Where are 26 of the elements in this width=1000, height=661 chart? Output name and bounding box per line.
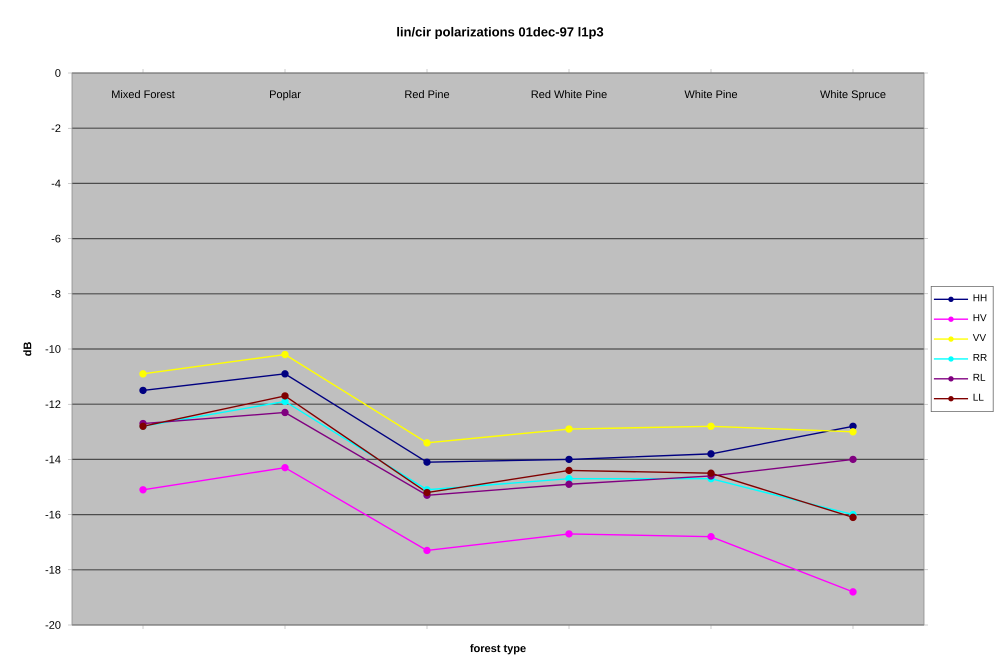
y-tick-label: -6 xyxy=(52,234,60,242)
x-tick-label: White Pine xyxy=(684,90,738,98)
y-tick-label: -10 xyxy=(46,345,60,353)
y-tick-label: -16 xyxy=(46,510,60,518)
y-axis-title: dB xyxy=(23,342,32,356)
y-tick-label: -18 xyxy=(46,566,60,574)
legend-label: RR xyxy=(974,354,987,361)
y-tick-label: -14 xyxy=(46,456,61,464)
y-tick-label: 0 xyxy=(55,69,61,77)
y-tick-label: -12 xyxy=(46,400,60,408)
legend-label: LL xyxy=(974,394,984,401)
x-tick-label: Red Pine xyxy=(405,90,450,98)
x-tick-label: Poplar xyxy=(270,90,301,100)
x-tick-label: White Spruce xyxy=(820,90,886,100)
y-tick-label: -20 xyxy=(46,621,60,629)
legend-label: RL xyxy=(974,374,986,381)
y-tick-label: -8 xyxy=(52,290,60,298)
chart-title: lin/cir polarizations 01dec-97 l1p3 xyxy=(397,26,604,40)
x-axis-title: forest type xyxy=(470,644,526,654)
x-tick-label: Mixed Forest xyxy=(112,90,175,98)
y-tick-label: -2 xyxy=(52,124,60,132)
legend-label: VV xyxy=(972,334,986,342)
legend-label: HH xyxy=(974,294,986,302)
x-tick-label: Red White Pine xyxy=(532,90,607,98)
y-tick-label: -4 xyxy=(52,180,61,188)
legend-label: HV xyxy=(974,314,987,322)
